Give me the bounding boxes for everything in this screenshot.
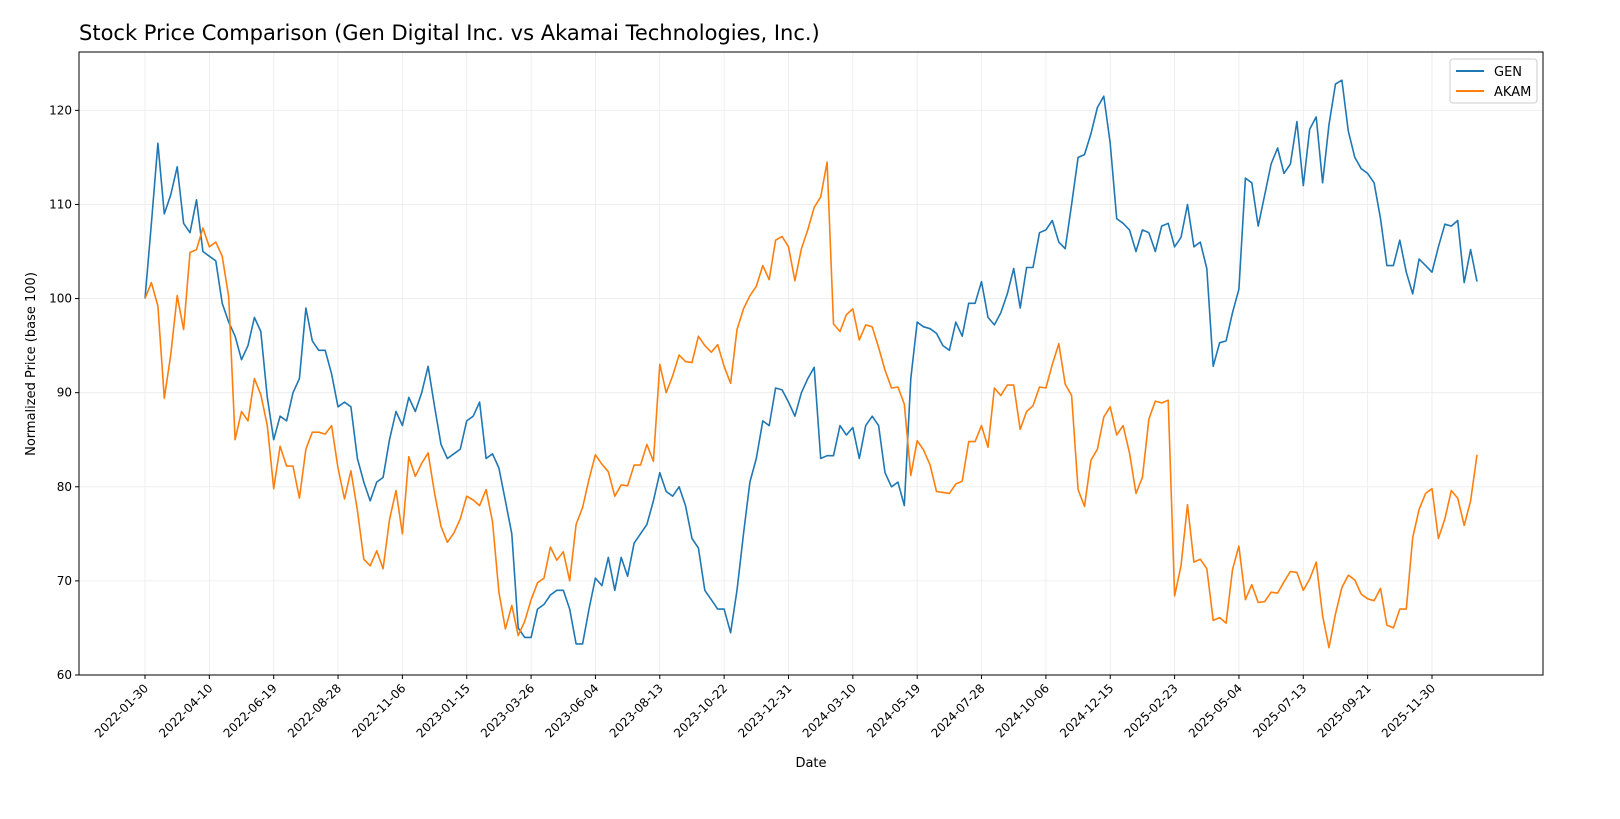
grid <box>79 52 1543 676</box>
x-tick-label: 2023-12-31 <box>735 681 794 740</box>
legend: GEN AKAM <box>1449 58 1538 104</box>
y-tick-label: 70 <box>57 574 72 588</box>
chart-title: Stock Price Comparison (Gen Digital Inc.… <box>79 21 820 45</box>
y-tick-label: 110 <box>49 197 72 211</box>
legend-label-akam: AKAM <box>1494 85 1531 100</box>
x-tick-label: 2024-10-06 <box>993 681 1052 740</box>
x-tick-label: 2023-06-04 <box>542 681 601 740</box>
x-tick-label: 2022-01-30 <box>92 681 151 740</box>
x-tick-label: 2022-08-28 <box>285 681 344 740</box>
x-tick-label: 2024-12-15 <box>1057 681 1116 740</box>
y-tick-label: 120 <box>49 103 72 117</box>
series-lines <box>144 79 1478 649</box>
series-line-gen <box>144 79 1478 645</box>
plot-frame <box>78 51 1544 676</box>
x-tick-label: 2022-04-10 <box>156 681 215 740</box>
x-tick-label: 2022-11-06 <box>349 681 408 740</box>
legend-label-gen: GEN <box>1494 65 1522 80</box>
x-tick-label: 2025-09-21 <box>1315 681 1374 740</box>
x-tick-label: 2025-07-13 <box>1250 681 1309 740</box>
x-tick-label: 2025-11-30 <box>1379 681 1438 740</box>
y-tick-label: 60 <box>57 668 72 682</box>
x-tick-label: 2023-01-15 <box>414 681 473 740</box>
x-tick-label: 2023-08-13 <box>607 681 666 740</box>
x-tick-label: 2023-03-26 <box>478 681 537 740</box>
series-line-akam <box>144 161 1478 649</box>
y-tick-label: 90 <box>57 386 72 400</box>
y-tick-label: 100 <box>49 292 72 306</box>
x-tick-label: 2022-06-19 <box>221 681 280 740</box>
x-tick-label: 2024-05-19 <box>864 681 923 740</box>
x-tick-label: 2025-05-04 <box>1186 681 1245 740</box>
x-tick-label: 2025-02-23 <box>1121 681 1180 740</box>
y-axis: 60 70 80 90 100 110 120 <box>49 103 79 682</box>
x-axis-label: Date <box>795 756 826 771</box>
x-tick-label: 2024-03-10 <box>800 681 859 740</box>
y-tick-label: 80 <box>57 480 72 494</box>
x-tick-label: 2023-10-22 <box>671 681 730 740</box>
y-axis-label: Normalized Price (base 100) <box>24 272 39 456</box>
x-tick-label: 2024-07-28 <box>928 681 987 740</box>
x-axis: 2022-01-30 2022-04-10 2022-06-19 2022-08-28… <box>92 675 1438 740</box>
